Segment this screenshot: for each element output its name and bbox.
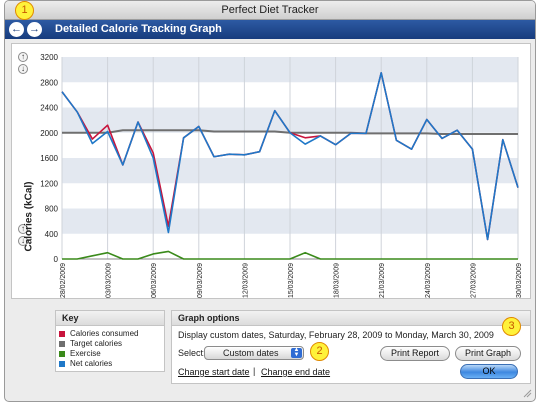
y-tick-label: 1600: [40, 154, 58, 163]
ok-button[interactable]: OK: [460, 364, 518, 379]
key-item: Target calories: [56, 339, 164, 349]
arrow-left-icon: ←: [11, 23, 22, 35]
swatch-icon: [59, 351, 65, 357]
link-separator: |: [253, 366, 256, 376]
x-tick-label: 18/03/2009: [334, 263, 341, 298]
key-item: Calories consumed: [56, 329, 164, 339]
series-line-net-calories: [61, 71, 519, 241]
print-graph-button[interactable]: Print Graph: [455, 346, 521, 361]
y-tick-label: 3200: [40, 53, 58, 62]
callout-badge-2: 2: [310, 342, 329, 361]
x-tick-label: 09/03/2009: [197, 263, 204, 298]
series-line-exercise: [62, 250, 518, 260]
key-item-label: Target calories: [70, 339, 123, 348]
select-label: Select:: [178, 348, 206, 358]
key-item-label: Net calories: [70, 359, 113, 368]
x-tick-label: 27/03/2009: [470, 263, 477, 298]
x-tick-label: 28/02/2009: [60, 263, 67, 298]
change-end-date-link[interactable]: Change end date: [261, 367, 331, 377]
select-arrows-icon: ▲ ▼: [291, 347, 302, 358]
x-tick-label: 30/03/2009: [516, 263, 523, 298]
swatch-icon: [59, 361, 65, 367]
y-tick-label: 1200: [40, 179, 58, 188]
arrow-right-icon: →: [29, 23, 40, 35]
y-tick-label: 800: [45, 205, 59, 214]
y-tick-label: 0: [54, 255, 59, 264]
swatch-icon: [59, 341, 65, 347]
key-item-label: Calories consumed: [70, 329, 139, 338]
window-title: Perfect Diet Tracker: [221, 4, 319, 16]
x-tick-label: 06/03/2009: [151, 263, 158, 298]
x-tick-label: 24/03/2009: [425, 263, 432, 298]
page-title: Detailed Calorie Tracking Graph: [55, 23, 222, 35]
forward-button[interactable]: →: [27, 22, 42, 37]
date-range-description: Display custom dates, Saturday, February…: [178, 330, 494, 340]
y-tick-label: 400: [45, 230, 59, 239]
swatch-icon: [59, 331, 65, 337]
graph-header: ← → Detailed Calorie Tracking Graph: [5, 20, 535, 39]
title-bar: Perfect Diet Tracker: [5, 1, 535, 20]
key-item: Exercise: [56, 349, 164, 359]
y-tick-label: 2000: [40, 129, 58, 138]
callout-badge-3: 3: [502, 317, 521, 336]
resize-grip-icon[interactable]: [522, 388, 532, 398]
date-range-select-value: Custom dates: [223, 348, 279, 358]
key-item-label: Exercise: [70, 349, 101, 358]
key-item: Net calories: [56, 359, 164, 369]
scroll-up-top-button[interactable]: ↑: [18, 52, 28, 62]
graph-panel: ↑ ↓ ↑ ↓ Calories (kCal) 0 400 800 1200 1600 2…: [11, 43, 531, 299]
key-title: Key: [56, 311, 164, 326]
graph-options-panel: Graph options Display custom dates, Satu…: [171, 310, 531, 384]
date-range-select[interactable]: Custom dates ▲ ▼: [204, 346, 304, 360]
x-tick-label: 15/03/2009: [288, 263, 295, 298]
y-tick-label: 2800: [40, 78, 58, 87]
x-tick-label: 03/03/2009: [106, 263, 113, 298]
x-tick-label: 12/03/2009: [242, 263, 249, 298]
graph-options-title: Graph options: [172, 311, 530, 326]
change-start-date-link[interactable]: Change start date: [178, 367, 250, 377]
callout-badge-1: 1: [15, 1, 34, 20]
app-window: Perfect Diet Tracker ← → Detailed Calori…: [4, 0, 536, 402]
back-button[interactable]: ←: [9, 22, 24, 37]
calorie-chart: 0 400 800 1200 1600 2000 2400 2800 3200 28/02/200…: [40, 53, 523, 298]
key-list: Calories consumed Target calories Exerci…: [56, 326, 164, 369]
scroll-up-bottom-button[interactable]: ↑: [18, 224, 28, 234]
key-panel: Key Calories consumed Target calories Ex…: [55, 310, 165, 372]
scroll-down-bottom-button[interactable]: ↓: [18, 236, 28, 246]
scroll-down-top-button[interactable]: ↓: [18, 64, 28, 74]
print-report-button[interactable]: Print Report: [380, 346, 450, 361]
y-tick-label: 2400: [40, 104, 58, 113]
x-tick-label: 21/03/2009: [379, 263, 386, 298]
